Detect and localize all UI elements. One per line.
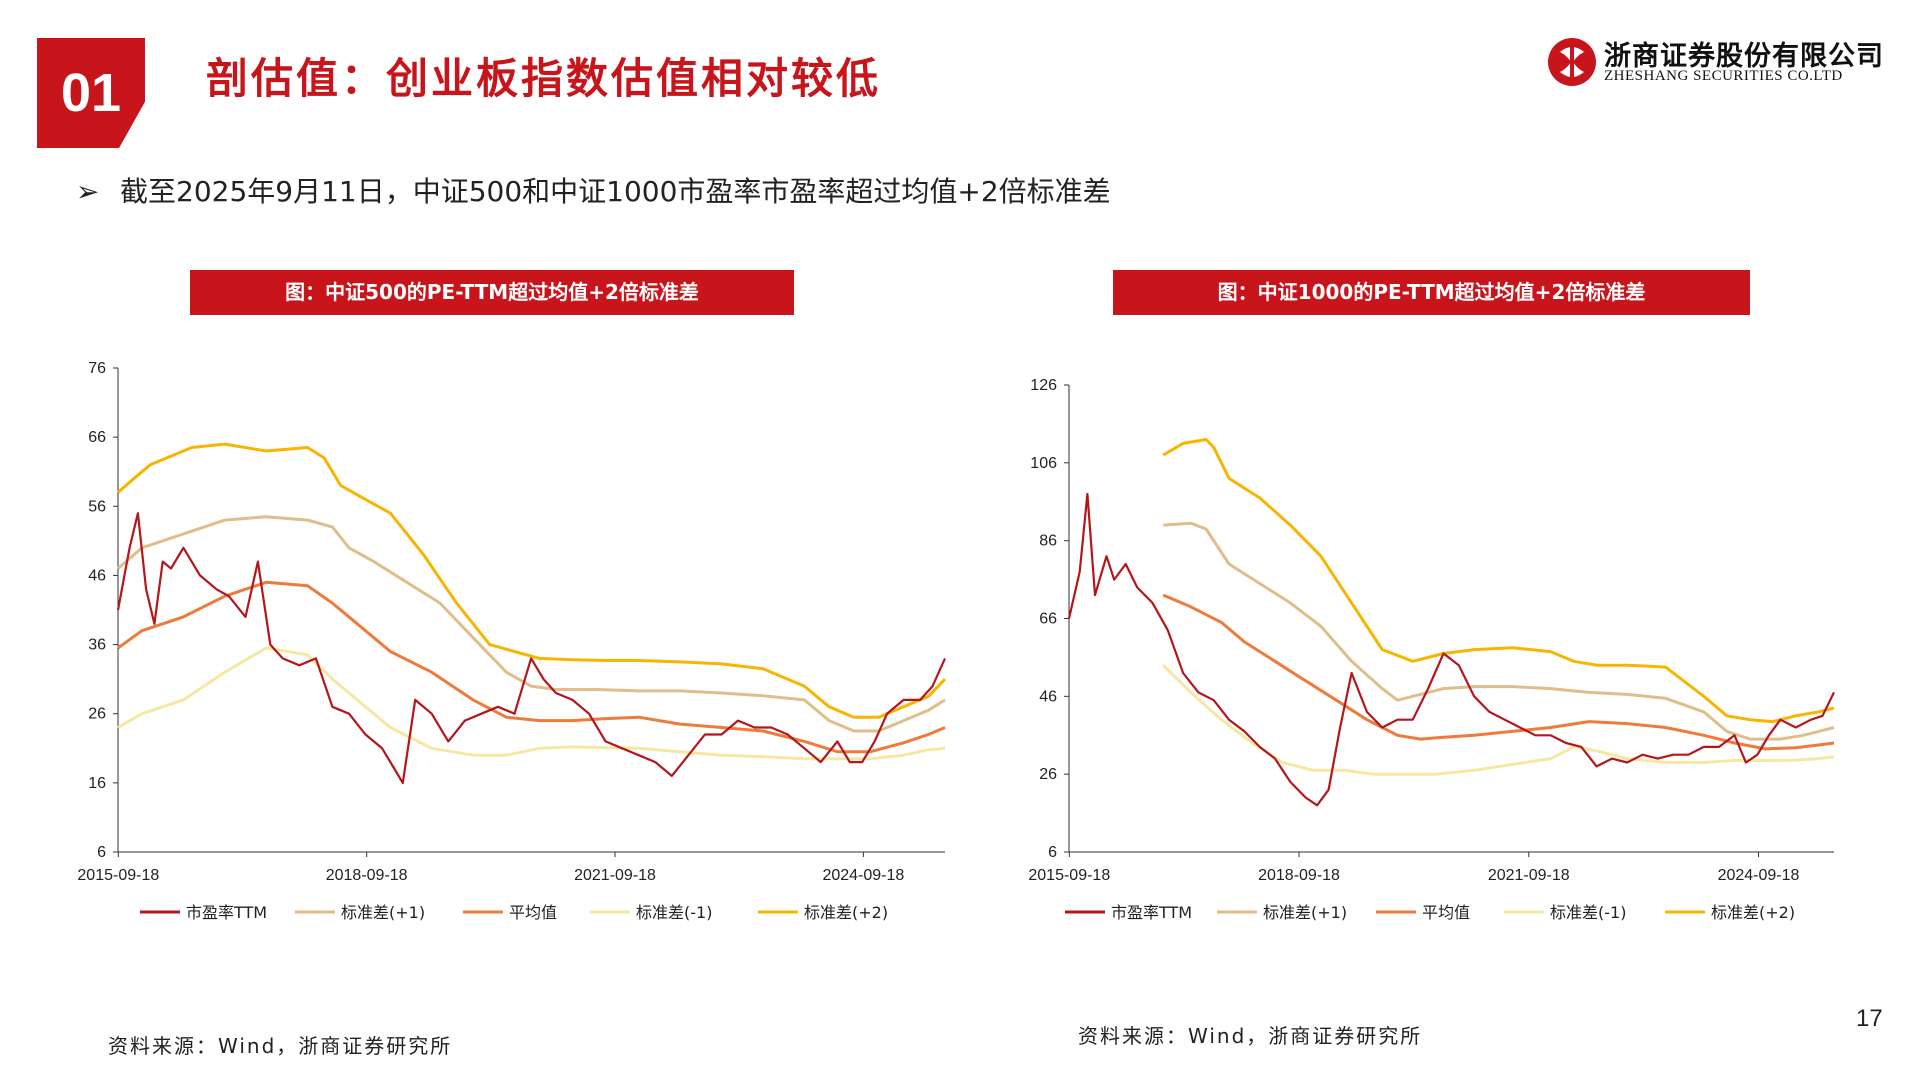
x-tick-label: 2018-09-18 <box>1258 867 1340 884</box>
series-line-2 <box>1162 593 1835 751</box>
company-logo-icon <box>1548 38 1596 86</box>
bullet-text: 截至2025年9月11日，中证500和中证1000市盈率市盈率超过均值+2倍标准… <box>120 175 1111 208</box>
x-tick-label: 2024-09-18 <box>1718 867 1800 884</box>
y-tick-label: 86 <box>1039 533 1057 550</box>
x-tick-label: 2021-09-18 <box>1488 867 1570 884</box>
series-line-4 <box>117 442 947 719</box>
legend-label: 市盈率TTM <box>1111 903 1192 922</box>
left-source-note: 资料来源：Wind，浙商证券研究所 <box>108 1034 453 1058</box>
legend-label: 标准差(+1) <box>1263 903 1347 922</box>
series-line-1 <box>117 515 946 733</box>
legend-label: 市盈率TTM <box>186 903 267 922</box>
bullet-arrow-icon: ➢ <box>76 175 100 208</box>
x-tick-label: 2015-09-18 <box>1028 867 1110 884</box>
series-line-2 <box>117 580 946 754</box>
y-tick-label: 26 <box>1039 766 1057 783</box>
company-name-en: ZHESHANG SECURITIES CO.LTD <box>1604 68 1843 84</box>
y-tick-label: 6 <box>1048 844 1057 861</box>
y-tick-label: 66 <box>88 429 106 446</box>
bullet-point: ➢ 截至2025年9月11日，中证500和中证1000市盈率市盈率超过均值+2倍标… <box>76 170 1111 210</box>
y-tick-label: 6 <box>97 844 106 861</box>
right-chart: 6 26 46 66 86 106 126 2015-09-18 2018-09-18 2021-… <box>1028 377 1835 922</box>
y-tick-label: 36 <box>88 637 106 654</box>
left-chart: 6 16 26 36 46 56 66 76 2015-09-18 2018-09-18 2021-… <box>77 360 947 922</box>
legend-label: 标准差(-1) <box>636 903 712 922</box>
series-line-4 <box>1162 438 1835 724</box>
y-tick-label: 76 <box>88 360 106 377</box>
company-logo: 浙商证券股份有限公司 ZHESHANG SECURITIES CO.LTD <box>1546 30 1891 95</box>
y-tick-label: 26 <box>88 706 106 723</box>
y-tick-label: 66 <box>1039 611 1057 628</box>
legend-label: 平均值 <box>509 903 557 922</box>
y-tick-label: 106 <box>1030 455 1057 472</box>
x-tick-label: 2015-09-18 <box>77 867 159 884</box>
left-chart-title: 图：中证500的PE-TTM超过均值+2倍标准差 <box>190 270 794 315</box>
y-tick-label: 56 <box>88 498 106 515</box>
page-title: 剖估值：创业板指数估值相对较低 <box>206 54 882 103</box>
series-line-0 <box>116 512 947 784</box>
y-tick-label: 126 <box>1030 377 1057 394</box>
page-number: 17 <box>1856 1005 1883 1032</box>
series-line-0 <box>1067 492 1835 807</box>
series-line-3 <box>1162 664 1835 776</box>
legend-label: 标准差(+1) <box>341 903 425 922</box>
legend-label: 标准差(+2) <box>1711 903 1795 922</box>
legend-label: 平均值 <box>1422 903 1470 922</box>
legend-label: 标准差(+2) <box>804 903 888 922</box>
x-tick-label: 2024-09-18 <box>822 867 904 884</box>
y-tick-label: 46 <box>1039 688 1057 705</box>
company-name-cn: 浙商证券股份有限公司 <box>1604 41 1884 72</box>
y-tick-label: 46 <box>88 567 106 584</box>
section-number: 01 <box>60 63 122 123</box>
right-chart-title: 图：中证1000的PE-TTM超过均值+2倍标准差 <box>1113 270 1750 315</box>
y-tick-label: 16 <box>88 775 106 792</box>
x-tick-label: 2018-09-18 <box>326 867 408 884</box>
x-tick-label: 2021-09-18 <box>574 867 656 884</box>
series-line-3 <box>117 646 946 761</box>
series-line-1 <box>1163 521 1835 741</box>
right-source-note: 资料来源：Wind，浙商证券研究所 <box>1078 1024 1423 1048</box>
legend-label: 标准差(-1) <box>1550 903 1626 922</box>
section-number-box: 01 <box>37 38 145 148</box>
